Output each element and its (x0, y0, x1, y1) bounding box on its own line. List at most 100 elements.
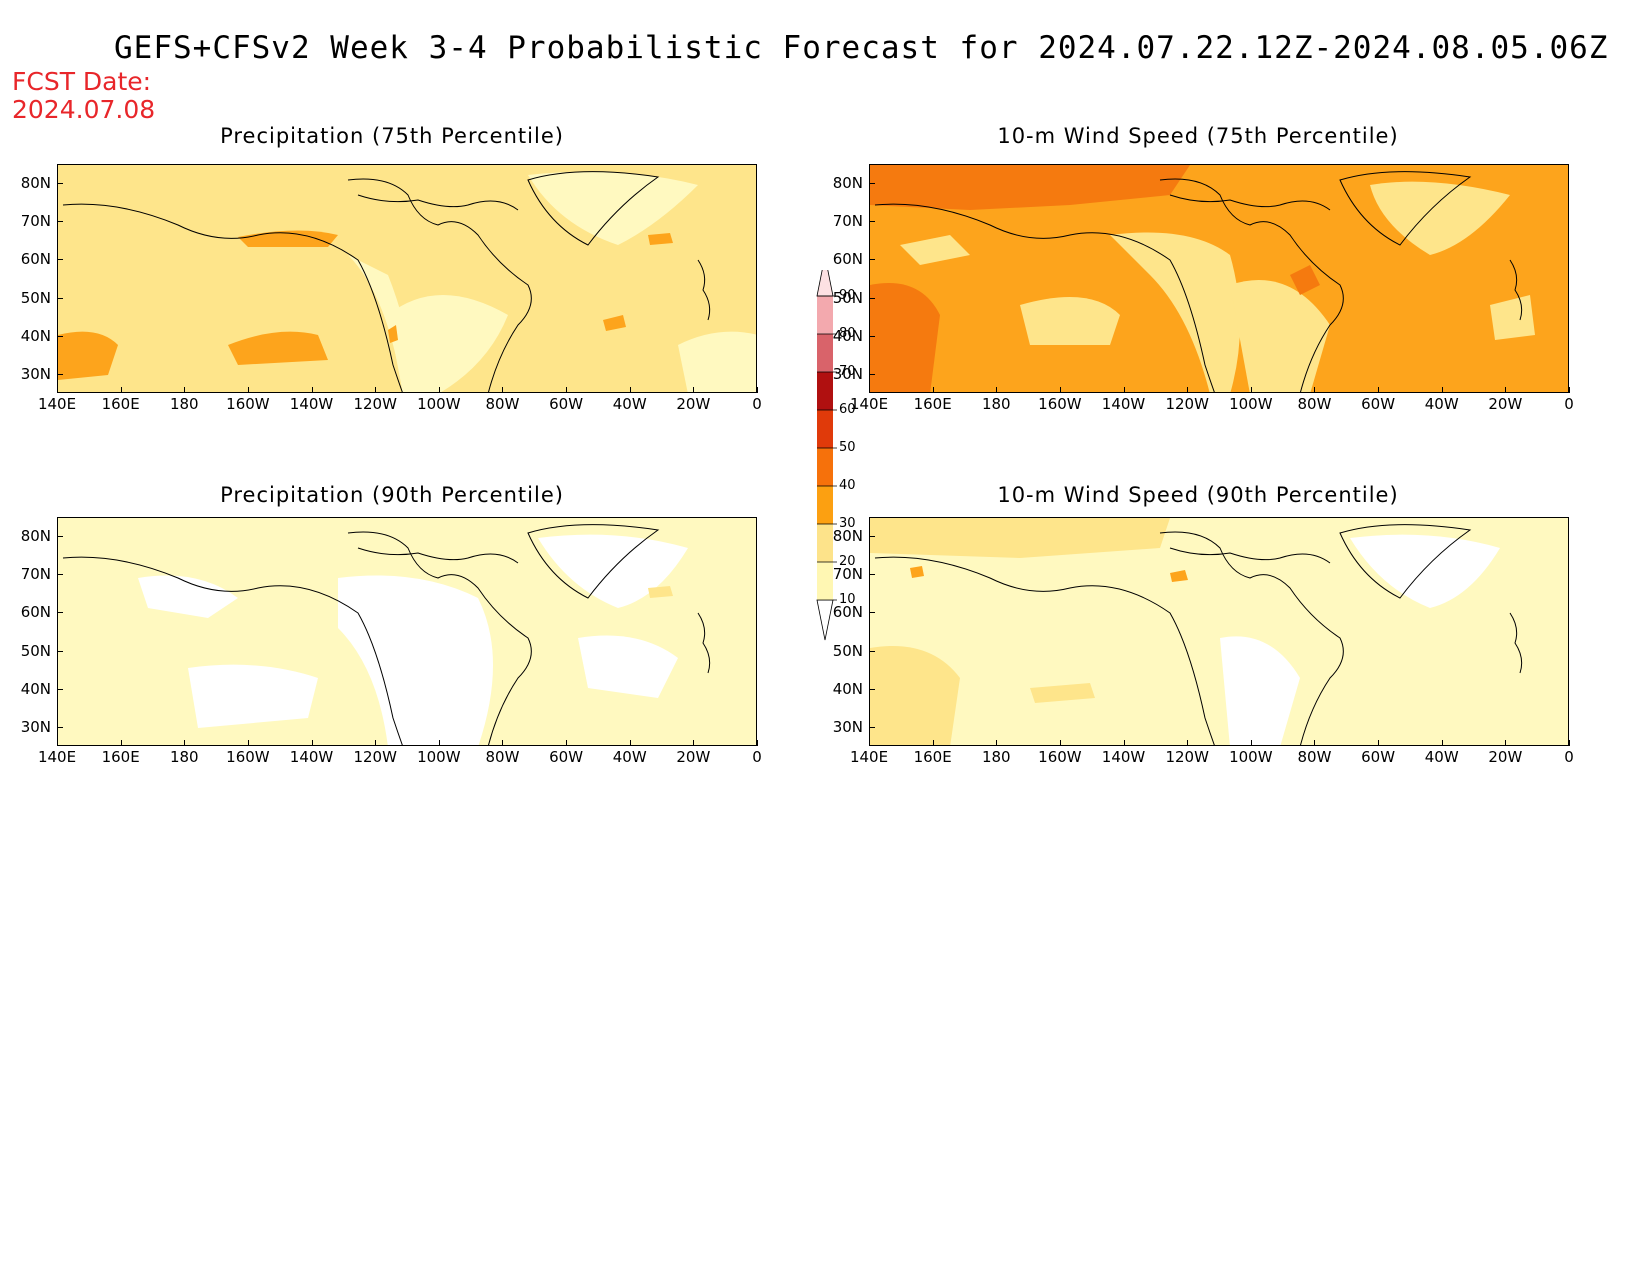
lon-tick-label: 100W (1229, 748, 1273, 766)
colorbar-swatch (817, 486, 833, 524)
lon-tick (693, 387, 695, 393)
colorbar-label: 60 (839, 402, 856, 417)
lat-tick (57, 726, 63, 728)
lon-tick-label: 160E (101, 395, 140, 413)
lon-tick-label: 160W (226, 748, 270, 766)
lon-tick (996, 387, 998, 393)
colorbar-swatches (816, 255, 837, 641)
lat-tick-label: 60N (20, 250, 51, 269)
lon-tick (311, 387, 313, 393)
lat-tick (57, 373, 63, 375)
lat-tick (869, 335, 875, 337)
lat-tick (57, 688, 63, 690)
lat-tick (869, 297, 875, 299)
lon-tick-label: 140E (849, 748, 889, 766)
lat-tick (57, 536, 63, 538)
lon-tick (57, 740, 58, 746)
lon-tick-label: 60W (1361, 395, 1396, 413)
lon-tick (1123, 387, 1125, 393)
lon-tick (1314, 740, 1316, 746)
lat-tick-label: 80N (20, 174, 51, 193)
lon-tick (1505, 387, 1507, 393)
lon-tick (566, 740, 568, 746)
lat-tick (57, 297, 63, 299)
lon-tick-label: 80W (1297, 748, 1332, 766)
lon-tick-label: 20W (1488, 395, 1523, 413)
lon-tick (438, 387, 440, 393)
lon-tick-label: 80W (485, 748, 520, 766)
lon-tick-label: 180 (981, 395, 1011, 413)
lon-tick (375, 740, 377, 746)
lat-tick (869, 650, 875, 652)
lat-tick (57, 335, 63, 337)
lon-tick (1378, 387, 1380, 393)
lat-tick (869, 726, 875, 728)
lat-tick-label: 30N (832, 717, 863, 736)
lon-tick (1505, 740, 1507, 746)
lon-tick-label: 160E (913, 395, 952, 413)
lon-tick (247, 387, 249, 393)
lat-tick (869, 536, 875, 538)
lon-tick (869, 387, 870, 393)
lon-tick-label: 140W (289, 395, 334, 413)
lon-tick (311, 740, 313, 746)
colorbar-label: 40 (839, 478, 856, 493)
lon-tick-label: 140E (37, 395, 77, 413)
colorbar-swatch (817, 334, 833, 372)
lon-tick-label: 140E (37, 748, 77, 766)
lon-tick (932, 740, 934, 746)
lon-tick-label: 40W (1424, 748, 1459, 766)
colorbar-swatch (817, 524, 833, 562)
lon-tick (1250, 740, 1252, 746)
lon-tick (629, 387, 631, 393)
lat-tick-label: 60N (832, 603, 863, 622)
map-precip-75 (57, 164, 757, 393)
map-wind-90-field (870, 518, 1568, 745)
lon-tick-label: 160W (1038, 395, 1082, 413)
lon-tick (996, 740, 998, 746)
colorbar-swatch (817, 562, 833, 600)
lat-tick-label: 30N (20, 364, 51, 383)
colorbar-label: 70 (839, 364, 856, 379)
lon-tick-label: 40W (1424, 395, 1459, 413)
lat-tick-label: 40N (832, 326, 863, 345)
lat-tick (869, 612, 875, 614)
lon-tick (1187, 387, 1189, 393)
lon-tick (57, 387, 58, 393)
lon-tick (1569, 387, 1570, 393)
lon-tick-label: 140E (849, 395, 889, 413)
lon-tick (502, 387, 504, 393)
panel-title-wind-90: 10-m Wind Speed (90th Percentile) (997, 483, 1399, 507)
lon-tick-label: 20W (676, 748, 711, 766)
lon-tick (757, 387, 758, 393)
panel-title-wind-75: 10-m Wind Speed (75th Percentile) (997, 124, 1399, 148)
lon-tick-label: 160E (913, 748, 952, 766)
colorbar-label: 10 (839, 592, 856, 607)
colorbar-label: 20 (839, 554, 856, 569)
lon-tick (502, 740, 504, 746)
lon-tick (757, 740, 758, 746)
lat-tick-label: 60N (20, 603, 51, 622)
forecast-date-label: FCST Date: (12, 67, 152, 96)
lon-tick-label: 0 (752, 748, 762, 766)
lon-tick-label: 100W (417, 395, 461, 413)
lon-tick-label: 60W (549, 748, 584, 766)
lon-tick (375, 387, 377, 393)
lon-tick-label: 180 (169, 395, 199, 413)
lon-tick (1569, 740, 1570, 746)
lat-tick-label: 50N (20, 288, 51, 307)
lat-tick-label: 30N (20, 717, 51, 736)
lon-tick (120, 740, 122, 746)
lon-tick-label: 160W (226, 395, 270, 413)
lon-tick-label: 20W (676, 395, 711, 413)
lon-tick-label: 140W (1101, 748, 1146, 766)
lat-tick (869, 183, 875, 185)
colorbar-swatch (817, 448, 833, 486)
lon-tick (566, 387, 568, 393)
lon-tick-label: 20W (1488, 748, 1523, 766)
lon-tick-label: 0 (752, 395, 762, 413)
lon-tick-label: 120W (1165, 748, 1209, 766)
lon-tick-label: 80W (485, 395, 520, 413)
lon-tick (1250, 387, 1252, 393)
lon-tick (1123, 740, 1125, 746)
